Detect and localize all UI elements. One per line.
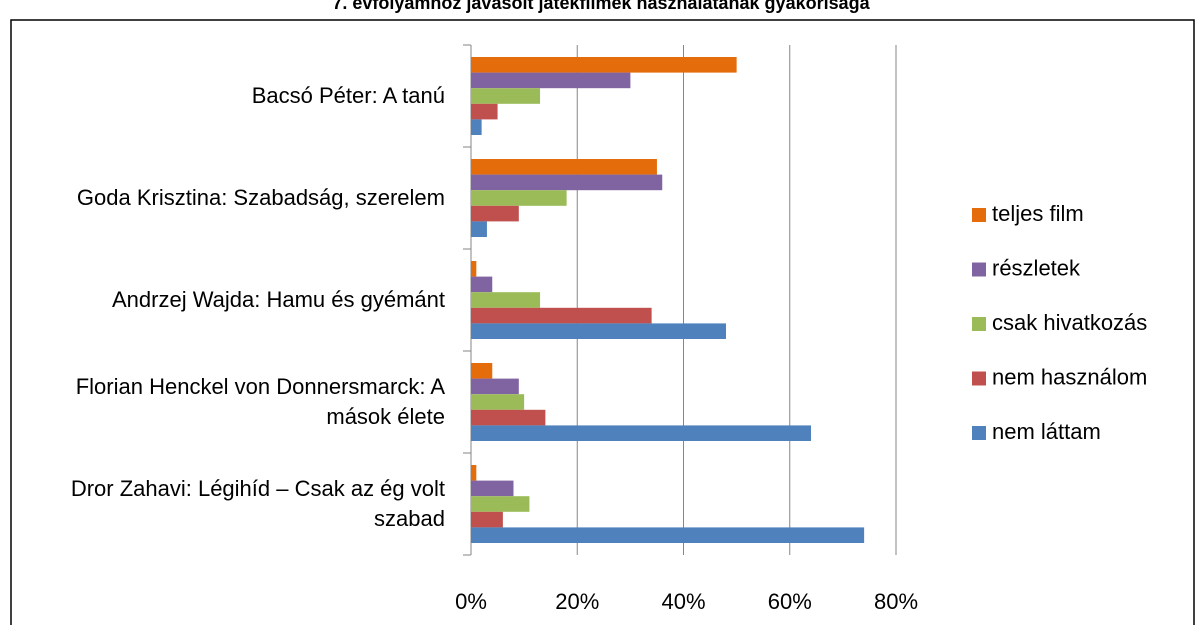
legend-swatch [972, 426, 986, 440]
legend-swatch [972, 262, 986, 277]
bar [471, 276, 493, 293]
bar [471, 511, 503, 528]
y-tick-label: Andrzej Wajda: Hamu és gyémánt [112, 287, 445, 312]
legend-label: nem láttam [992, 419, 1101, 444]
bar [471, 409, 546, 426]
y-tick-label: Goda Krisztina: Szabadság, szerelem [76, 185, 445, 210]
x-tick-label: 60% [768, 589, 812, 614]
bar [471, 72, 631, 89]
legend-label: részletek [992, 255, 1081, 280]
x-tick-label: 0% [455, 589, 487, 614]
bar [471, 119, 482, 135]
bar [471, 88, 541, 104]
y-tick-label: Bacsó Péter: A tanú [251, 83, 445, 108]
bar [471, 465, 477, 481]
bar [471, 480, 514, 497]
legend-swatch [972, 371, 986, 386]
legend-label: csak hivatkozás [992, 310, 1147, 335]
legend-label: nem használom [992, 364, 1147, 389]
x-tick-label: 20% [555, 589, 599, 614]
bar [471, 159, 657, 175]
bar [471, 57, 737, 73]
legend-label: teljes film [992, 201, 1084, 226]
legend-swatch [972, 208, 986, 222]
bar [471, 425, 811, 441]
bar [471, 363, 493, 379]
x-tick-label: 40% [661, 589, 705, 614]
legend-swatch [972, 317, 986, 331]
bar [471, 174, 663, 191]
bar [471, 527, 865, 543]
bar [471, 205, 519, 222]
bar [471, 496, 530, 512]
chart-title: 7. évfolyamhoz javasolt játékfilmek hasz… [332, 0, 870, 13]
bar [471, 221, 487, 237]
bar [471, 292, 541, 308]
x-tick-label: 80% [874, 589, 918, 614]
bar [471, 323, 726, 339]
y-tick-label: Florian Henckel von Donnersmarck: A máso… [75, 374, 445, 429]
bar [471, 394, 525, 410]
y-tick-label: Dror Zahavi: Légihíd – Csak az ég volt s… [70, 476, 445, 531]
bar [471, 307, 652, 324]
bar [471, 378, 519, 395]
bar [471, 261, 477, 277]
bar [471, 103, 498, 120]
bar [471, 190, 567, 206]
